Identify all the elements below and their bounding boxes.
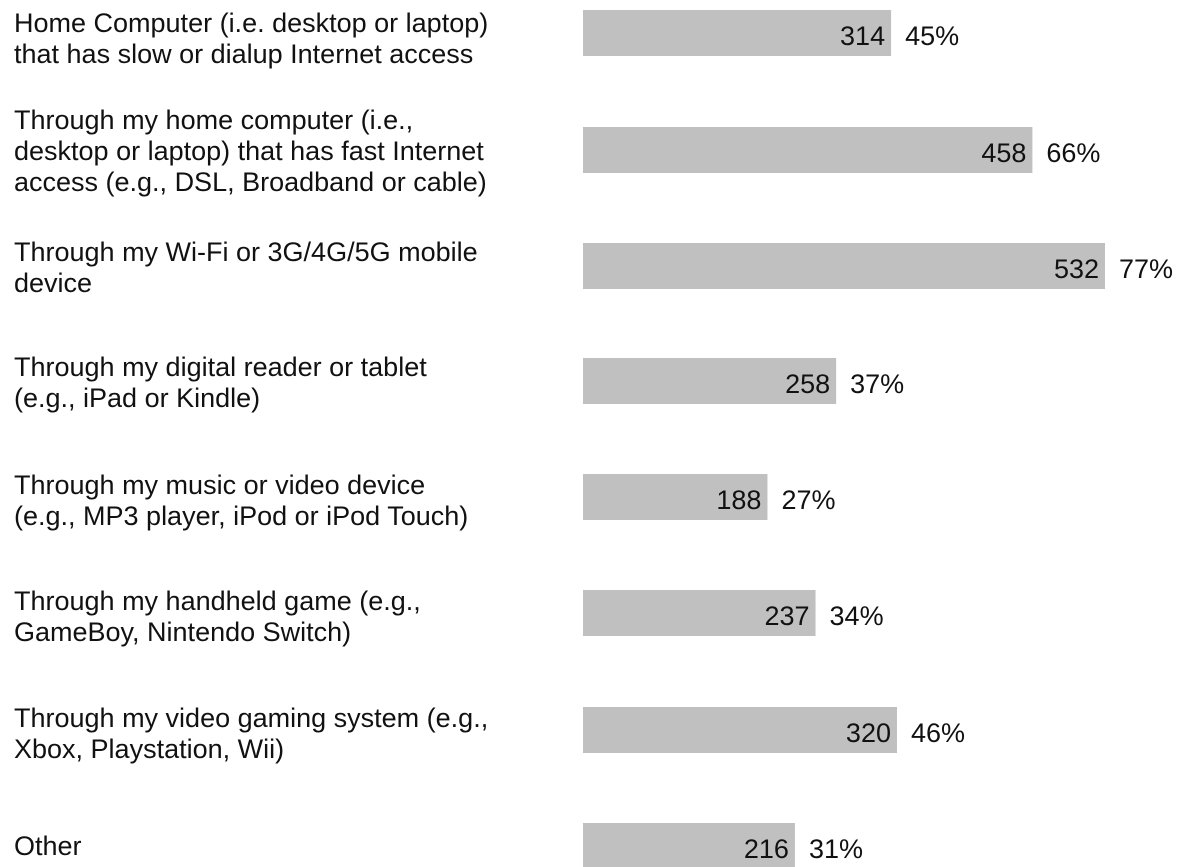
bar — [583, 823, 795, 867]
category-label: device — [14, 268, 92, 298]
count-label: 237 — [764, 601, 809, 631]
category-label: access (e.g., DSL, Broadband or cable) — [14, 167, 487, 197]
bar — [583, 474, 768, 520]
bar — [583, 358, 837, 404]
count-label: 320 — [846, 718, 891, 748]
category-label: that has slow or dialup Internet access — [14, 39, 473, 69]
category-label: Through my home computer (i.e., — [14, 105, 413, 135]
category-label: Xbox, Playstation, Wii) — [14, 734, 284, 764]
category-label: Through my music or video device — [14, 470, 425, 500]
percent-label: 46% — [911, 718, 965, 748]
category-label: Home Computer (i.e. desktop or laptop) — [14, 8, 488, 38]
count-label: 188 — [716, 485, 761, 515]
count-label: 532 — [1054, 254, 1099, 284]
category-label: (e.g., MP3 player, iPod or iPod Touch) — [14, 501, 468, 531]
bar — [583, 707, 897, 753]
count-label: 216 — [744, 834, 789, 864]
category-label: Through my Wi-Fi or 3G/4G/5G mobile — [14, 237, 478, 267]
percent-label: 45% — [905, 21, 959, 51]
category-label: GameBoy, Nintendo Switch) — [14, 617, 351, 647]
bar — [583, 127, 1033, 173]
category-label: Through my digital reader or tablet — [14, 352, 427, 382]
percent-label: 77% — [1119, 254, 1173, 284]
category-label: Other — [14, 831, 82, 861]
count-label: 458 — [981, 138, 1026, 168]
category-label: Through my handheld game (e.g., — [14, 586, 421, 616]
category-label: desktop or laptop) that has fast Interne… — [14, 136, 484, 166]
bar — [583, 10, 892, 56]
percent-label: 31% — [809, 834, 863, 864]
count-label: 258 — [785, 369, 830, 399]
percent-label: 66% — [1046, 138, 1100, 168]
percent-label: 27% — [781, 485, 835, 515]
category-label: Through my video gaming system (e.g., — [14, 703, 488, 733]
category-label: (e.g., iPad or Kindle) — [14, 383, 260, 413]
percent-label: 34% — [830, 601, 884, 631]
bar — [583, 590, 816, 636]
bar — [583, 243, 1105, 289]
percent-label: 37% — [850, 369, 904, 399]
count-label: 314 — [840, 21, 885, 51]
